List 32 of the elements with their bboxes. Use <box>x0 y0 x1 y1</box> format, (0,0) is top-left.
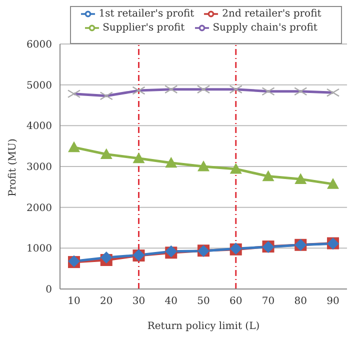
y-tick-label: 1000 <box>26 244 52 255</box>
y-tick-label: 0 <box>46 284 52 296</box>
legend-label: Supply chain's profit <box>212 22 318 34</box>
point <box>165 156 178 168</box>
legend-label: 1st retailer's profit <box>98 8 194 20</box>
x-tick-label: 10 <box>68 296 80 308</box>
point <box>262 170 274 182</box>
x-tick-label: 80 <box>294 296 307 308</box>
point <box>230 162 242 174</box>
x-axis-title: Return policy limit (L) <box>147 321 260 332</box>
x-tick-label: 60 <box>230 296 242 308</box>
x-tick-label: 40 <box>164 296 178 308</box>
x-tick-label: 90 <box>326 296 340 308</box>
point <box>100 148 112 160</box>
point <box>100 252 112 264</box>
point <box>68 141 80 152</box>
y-tick-label: 5000 <box>26 80 52 92</box>
point <box>198 160 210 172</box>
y-tick-label: 2000 <box>26 202 52 214</box>
point <box>327 178 339 189</box>
x-tick-label: 70 <box>262 296 275 308</box>
x-tick-label: 30 <box>132 296 146 308</box>
y-tick-label: 4000 <box>26 121 52 132</box>
x-tick-label: 20 <box>100 296 113 308</box>
x-tick-label: 50 <box>197 296 210 308</box>
legend-label: Supplier's profit <box>102 22 185 34</box>
point <box>132 152 145 164</box>
y-axis-title: Profit (MU) <box>8 138 19 196</box>
y-tick-label: 3000 <box>26 162 52 174</box>
point <box>294 173 307 184</box>
legend-label: 2nd retailer's profit <box>222 8 322 20</box>
y-tick-label: 6000 <box>26 40 52 51</box>
